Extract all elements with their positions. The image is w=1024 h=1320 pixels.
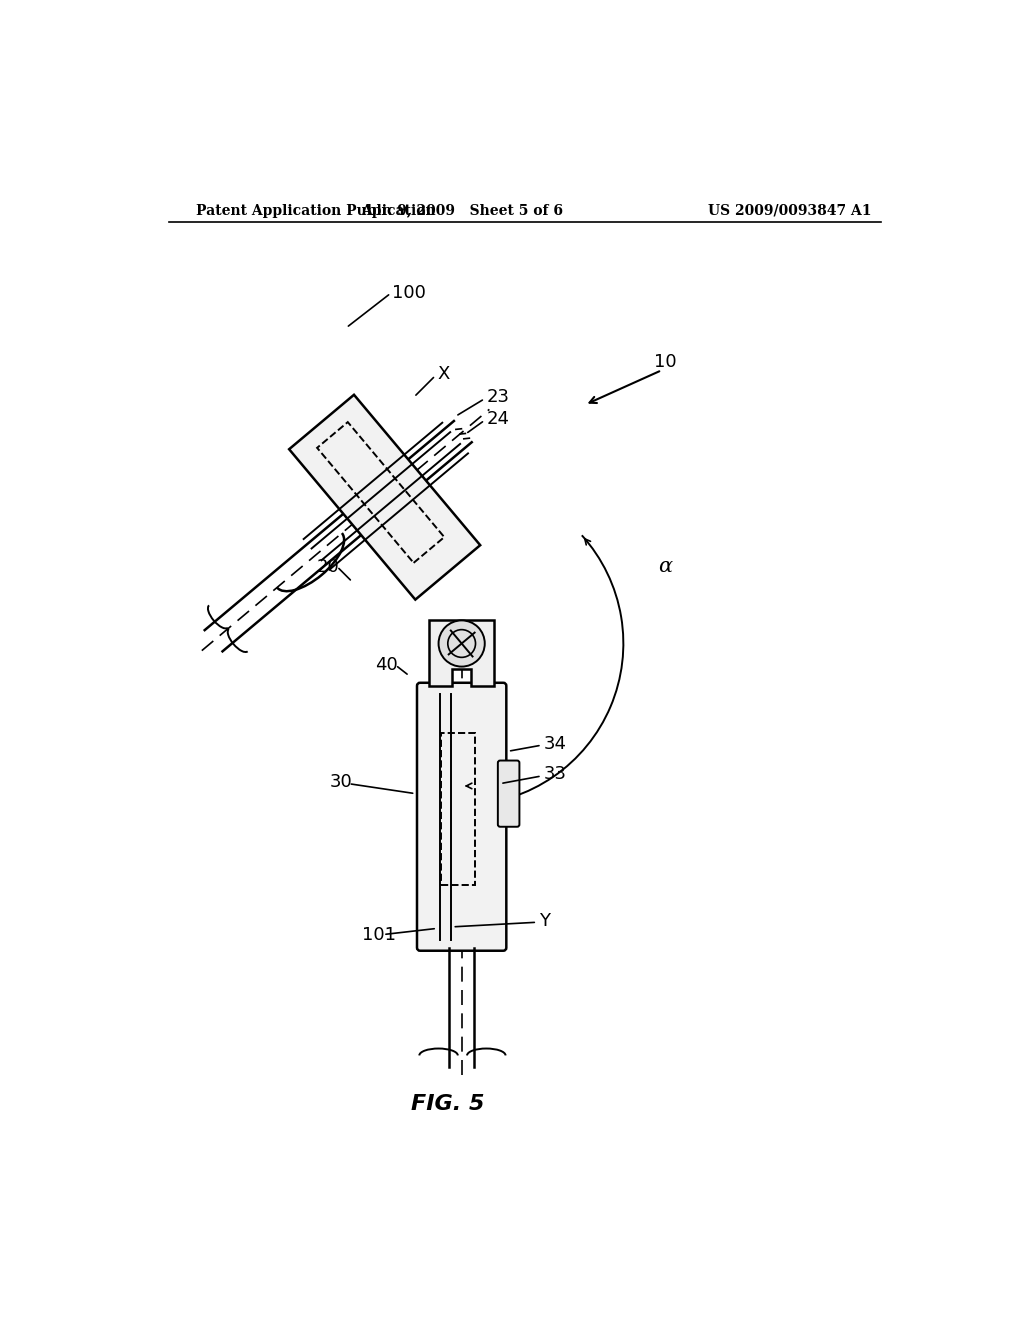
Polygon shape: [289, 395, 480, 599]
Text: 34: 34: [544, 735, 566, 752]
Text: 40: 40: [376, 656, 398, 675]
Text: US 2009/0093847 A1: US 2009/0093847 A1: [708, 203, 871, 218]
Text: FIG. 5: FIG. 5: [411, 1094, 484, 1114]
Circle shape: [438, 620, 484, 667]
Text: 33: 33: [544, 766, 566, 783]
Text: Apr. 9, 2009   Sheet 5 of 6: Apr. 9, 2009 Sheet 5 of 6: [360, 203, 562, 218]
Text: Patent Application Publication: Patent Application Publication: [196, 203, 435, 218]
FancyBboxPatch shape: [417, 682, 506, 950]
Polygon shape: [429, 620, 494, 686]
Text: Y: Y: [539, 912, 550, 929]
Text: 20: 20: [316, 557, 340, 576]
Text: 10: 10: [654, 354, 677, 371]
Text: X: X: [437, 366, 450, 383]
Text: 30: 30: [330, 774, 352, 791]
Text: 101: 101: [361, 925, 395, 944]
FancyBboxPatch shape: [498, 760, 519, 826]
Text: 24: 24: [486, 409, 509, 428]
Text: α: α: [658, 557, 672, 576]
Text: 23: 23: [486, 388, 509, 407]
Text: 100: 100: [392, 284, 426, 302]
